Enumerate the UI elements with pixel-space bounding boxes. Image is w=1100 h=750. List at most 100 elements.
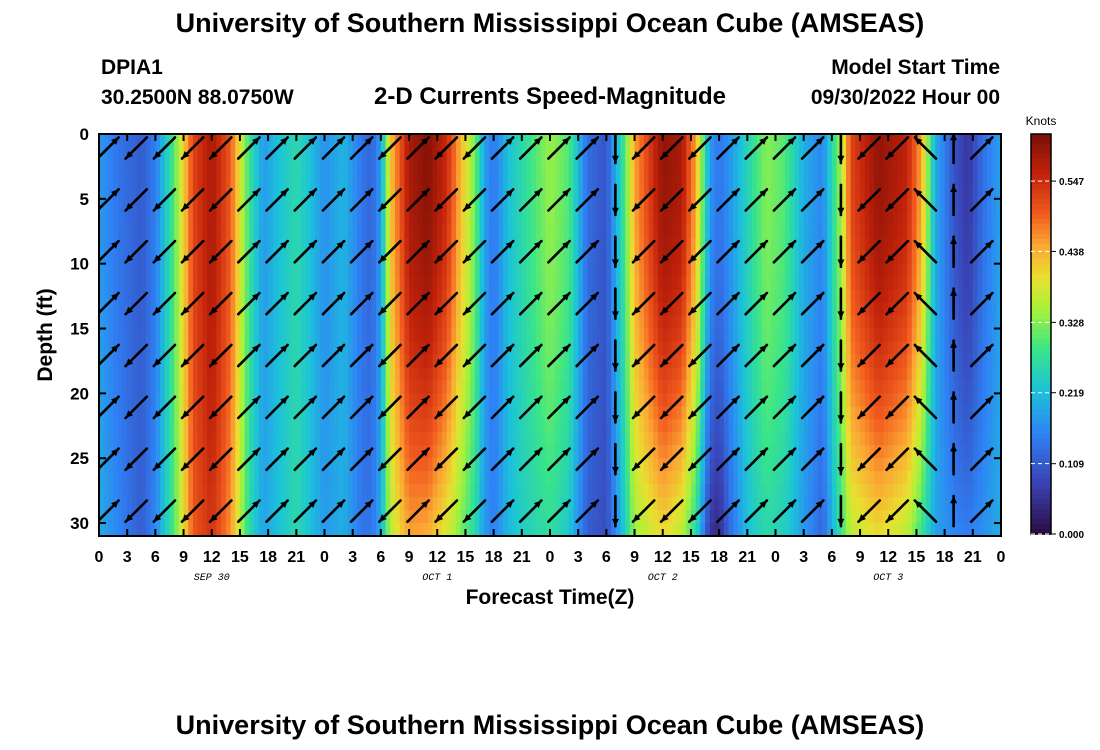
heat-cell: [380, 380, 387, 394]
heat-cell: [761, 198, 767, 213]
heat-cell: [554, 432, 560, 446]
heat-cell: [423, 484, 429, 498]
heat-cell: [347, 172, 354, 187]
heat-cell: [709, 159, 716, 174]
heat-cell: [714, 406, 720, 420]
heat-cell: [808, 445, 814, 459]
heat-cell: [164, 510, 171, 524]
heat-cell: [263, 146, 269, 161]
heat-cell: [347, 484, 354, 498]
heat-cell: [742, 276, 748, 291]
heat-cell: [756, 393, 763, 407]
heat-cell: [211, 172, 218, 187]
heat-cell: [742, 367, 748, 381]
heat-cell: [282, 484, 288, 498]
heat-cell: [752, 134, 758, 148]
heat-cell: [737, 224, 744, 239]
heat-cell: [737, 302, 744, 317]
heat-cell: [319, 510, 326, 524]
heat-cell: [258, 315, 265, 330]
heat-cell: [831, 185, 838, 200]
heat-cell: [615, 341, 622, 356]
heat-cell: [582, 354, 589, 369]
heat-cell: [362, 250, 368, 265]
heat-cell: [366, 328, 373, 343]
heat-cell: [376, 406, 382, 420]
heat-cell: [263, 250, 269, 265]
heat-cell: [808, 172, 814, 187]
heat-cell: [333, 354, 340, 369]
heat-cell: [780, 224, 786, 239]
heat-cell: [550, 237, 556, 252]
heat-cell: [263, 159, 269, 174]
heat-cell: [817, 406, 824, 420]
heat-cell: [813, 159, 819, 174]
heat-cell: [211, 185, 218, 200]
heat-cell: [620, 497, 626, 511]
heat-cell: [221, 458, 227, 472]
heat-cell: [446, 432, 452, 446]
heat-cell: [653, 523, 659, 536]
heat-cell: [813, 419, 819, 433]
heat-cell: [850, 302, 856, 317]
heat-cell: [211, 237, 218, 252]
heat-cell: [634, 367, 640, 381]
heat-cell: [136, 237, 142, 252]
heat-cell: [798, 510, 805, 524]
heat-cell: [192, 367, 199, 381]
heat-cell: [235, 289, 241, 304]
heat-cell: [648, 510, 654, 524]
heat-cell: [827, 445, 833, 459]
heat-cell: [615, 276, 622, 291]
heat-cell: [798, 302, 805, 317]
heat-cell: [301, 471, 307, 485]
heat-cell: [803, 315, 809, 330]
heat-cell: [432, 237, 438, 252]
heat-cell: [235, 185, 241, 200]
heat-cell: [535, 315, 542, 330]
heat-cell: [507, 172, 514, 187]
heat-cell: [592, 419, 598, 433]
heat-cell: [813, 302, 819, 317]
heat-cell: [507, 276, 514, 291]
heat-cell: [686, 315, 692, 330]
heat-cell: [446, 289, 452, 304]
heat-cell: [145, 134, 152, 148]
heat-cell: [587, 185, 593, 200]
heat-cell: [643, 172, 650, 187]
heat-cell: [305, 432, 312, 446]
heat-cell: [263, 341, 269, 356]
heat-cell: [643, 211, 650, 226]
heat-cell: [394, 458, 401, 472]
heat-cell: [620, 523, 626, 536]
heat-cell: [709, 224, 716, 239]
heat-cell: [160, 380, 166, 394]
heat-cell: [207, 497, 213, 511]
heat-cell: [465, 419, 471, 433]
heat-cell: [474, 341, 481, 356]
heat-cell: [596, 159, 603, 174]
heat-cell: [244, 406, 250, 420]
heat-cell: [216, 250, 222, 265]
heat-cell: [808, 419, 814, 433]
heat-cell: [127, 159, 133, 174]
heat-cell: [221, 302, 227, 317]
heat-cell: [254, 250, 260, 265]
heat-cell: [343, 341, 349, 356]
heat-cell: [493, 497, 499, 511]
heat-cell: [836, 302, 842, 317]
heat-cell: [150, 198, 156, 213]
heat-cell: [329, 198, 335, 213]
heat-cell: [747, 276, 753, 291]
heat-cell: [827, 289, 833, 304]
heat-cell: [521, 328, 528, 343]
heat-cell: [366, 354, 373, 369]
heat-cell: [432, 315, 438, 330]
heat-cell: [164, 419, 171, 433]
heat-cell: [747, 263, 753, 278]
heat-cell: [470, 237, 476, 252]
heat-cell: [573, 185, 579, 200]
heat-cell: [136, 172, 142, 187]
heat-cell: [488, 263, 495, 278]
heat-cell: [108, 315, 114, 330]
